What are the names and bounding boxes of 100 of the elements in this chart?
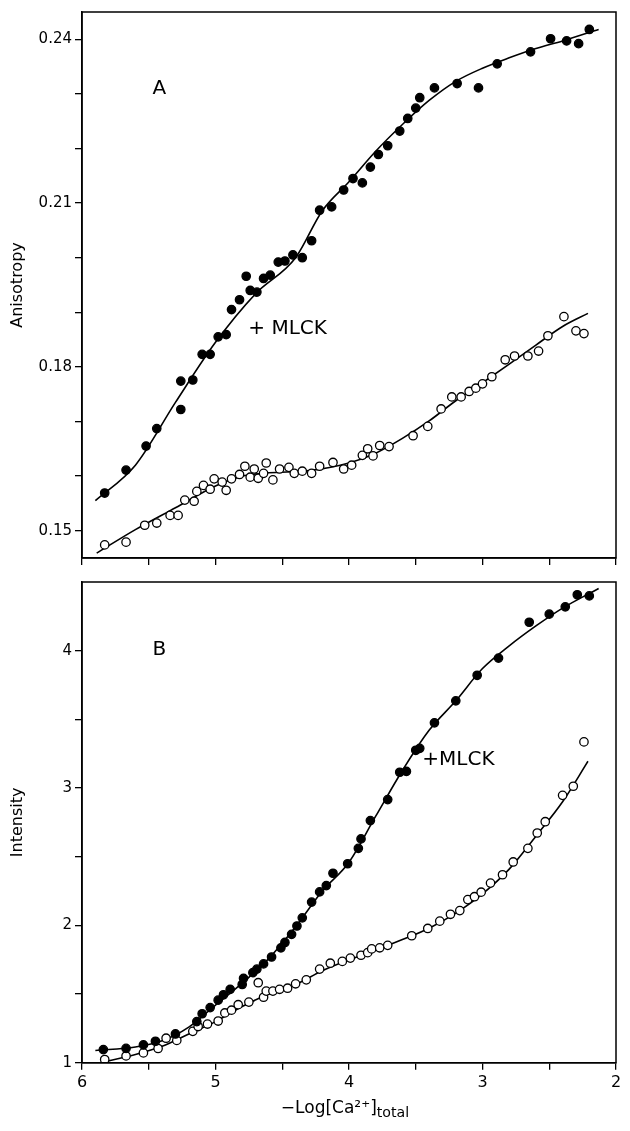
point [121, 537, 131, 548]
x-tick-label: 3 [477, 1071, 488, 1091]
point [121, 1051, 131, 1061]
point [99, 540, 110, 550]
point [244, 997, 254, 1007]
y-tick-label: 1 [62, 1052, 72, 1071]
point [445, 909, 456, 920]
point [252, 287, 262, 297]
point [422, 923, 433, 934]
point [226, 473, 237, 484]
point [226, 1005, 237, 1016]
point [258, 959, 269, 969]
point [234, 294, 245, 305]
point [280, 256, 290, 266]
point [121, 1043, 131, 1054]
point [249, 464, 260, 474]
x-tick-label: 6 [76, 1071, 88, 1091]
y-tick-label: 0.21 [38, 192, 72, 211]
point [234, 469, 245, 480]
point [497, 869, 508, 880]
point [579, 328, 589, 339]
y-tick-label: 0.24 [38, 29, 72, 48]
point [384, 441, 394, 452]
point [225, 984, 236, 995]
annotation: A [152, 74, 167, 99]
point [429, 717, 440, 728]
annotation: +MLCK [422, 746, 496, 771]
point [374, 942, 385, 953]
point [446, 392, 457, 402]
point [290, 978, 301, 989]
point [153, 1043, 163, 1054]
point [221, 485, 232, 496]
y-tick-label: 0.15 [38, 520, 72, 539]
point [485, 878, 496, 888]
point [197, 1008, 207, 1019]
point [306, 235, 317, 246]
point [508, 857, 519, 867]
point [252, 964, 262, 974]
point [289, 468, 300, 479]
point [173, 510, 183, 521]
point [500, 354, 511, 365]
point [328, 868, 338, 879]
point [414, 743, 425, 754]
point [282, 983, 293, 994]
point [187, 375, 198, 385]
point [245, 472, 256, 483]
point [523, 351, 533, 361]
point [476, 887, 487, 898]
point [406, 930, 417, 941]
point [338, 185, 349, 195]
point [268, 475, 278, 485]
point [238, 973, 249, 984]
y-tick-label: 2 [62, 915, 72, 934]
point [568, 781, 579, 792]
point [382, 140, 393, 151]
point [121, 465, 131, 475]
point [584, 24, 595, 35]
point [524, 617, 535, 628]
point [314, 887, 325, 897]
point [150, 1036, 161, 1047]
point [253, 977, 264, 988]
point [493, 653, 504, 663]
point [532, 828, 543, 838]
y-tick-label: 4 [62, 640, 72, 659]
point [286, 929, 297, 940]
point [306, 468, 317, 479]
point [218, 989, 229, 1000]
point [297, 466, 308, 477]
y-axis-title: Intensity [6, 787, 26, 858]
point [365, 815, 376, 826]
point [579, 737, 589, 747]
line-series [94, 587, 600, 1052]
point [337, 956, 348, 967]
point [523, 843, 533, 854]
y-tick-label: 3 [62, 777, 72, 796]
point [170, 1029, 181, 1039]
point [374, 440, 385, 451]
point [301, 974, 312, 985]
point [98, 1044, 109, 1055]
point [373, 149, 384, 160]
point [241, 271, 252, 282]
point [326, 202, 337, 212]
point [233, 999, 244, 1010]
point [543, 330, 553, 341]
point [191, 1016, 202, 1027]
point [429, 83, 440, 93]
point [161, 1033, 171, 1044]
point [314, 205, 325, 216]
point [138, 1040, 149, 1050]
point [533, 346, 544, 356]
point [328, 457, 338, 468]
line-series [95, 312, 589, 554]
point [436, 404, 446, 414]
point [179, 495, 190, 505]
point [394, 126, 405, 136]
point [346, 460, 357, 471]
point [345, 953, 356, 963]
point [191, 486, 202, 497]
point [151, 423, 162, 434]
point [462, 894, 473, 905]
